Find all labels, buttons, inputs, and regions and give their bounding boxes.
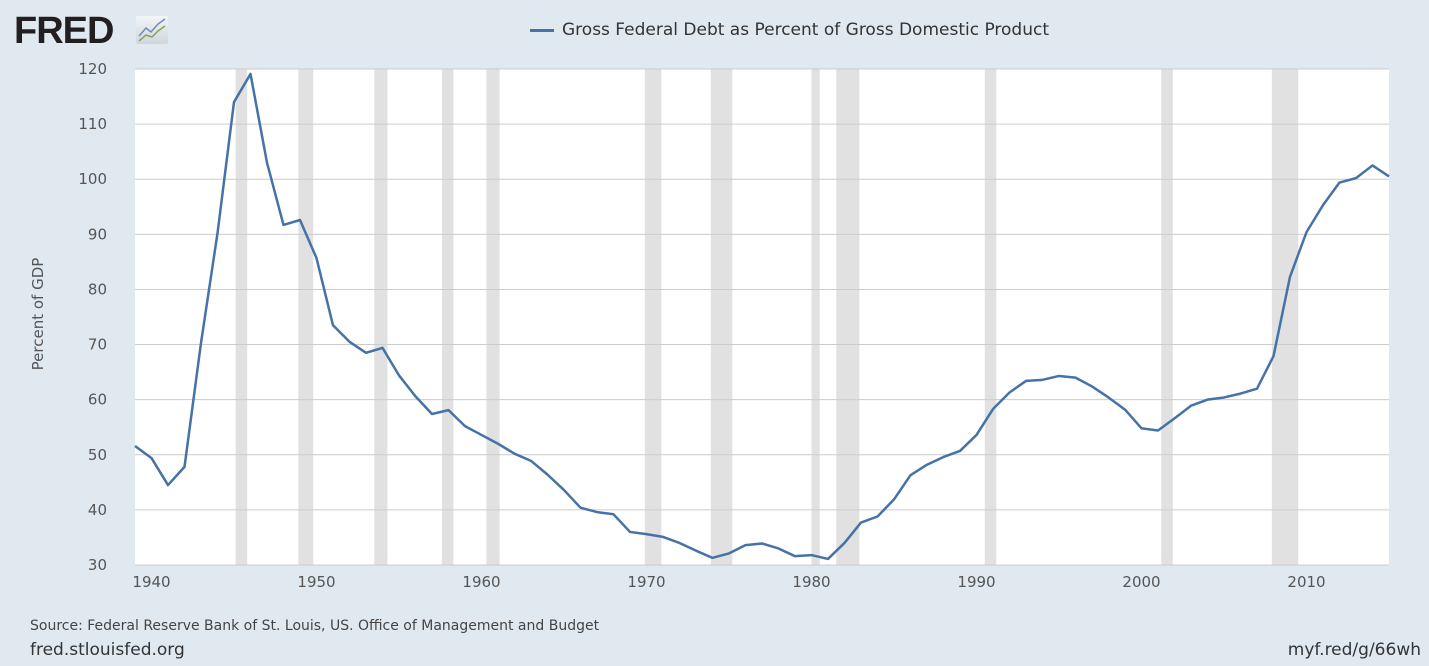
fred-logo[interactable]: FRED xyxy=(14,10,114,52)
x-tick-label: 2010 xyxy=(1287,573,1325,591)
y-tick-label: 120 xyxy=(78,60,107,78)
y-tick-label: 80 xyxy=(88,280,107,298)
recession-band xyxy=(984,69,997,565)
recession-band xyxy=(811,69,820,565)
recession-band xyxy=(836,69,860,565)
x-tick-label: 1970 xyxy=(627,573,665,591)
y-tick-label: 30 xyxy=(88,556,107,574)
recession-band xyxy=(235,69,248,565)
plot-background xyxy=(135,69,1389,565)
short-link[interactable]: myf.red/g/66wh xyxy=(1287,640,1421,660)
legend: Gross Federal Debt as Percent of Gross D… xyxy=(530,20,1049,40)
y-tick-label: 100 xyxy=(78,170,107,188)
recession-band xyxy=(298,69,314,565)
legend-label: Gross Federal Debt as Percent of Gross D… xyxy=(562,20,1050,40)
chart-line-icon xyxy=(136,16,168,44)
x-tick-label: 2000 xyxy=(1122,573,1160,591)
y-tick-label: 90 xyxy=(88,225,107,243)
recession-band xyxy=(441,69,454,565)
recession-band xyxy=(644,69,662,565)
y-tick-label: 40 xyxy=(88,501,107,519)
legend-swatch xyxy=(530,28,554,32)
x-tick-label: 1960 xyxy=(462,573,500,591)
recession-band xyxy=(374,69,388,565)
source-note: Source: Federal Reserve Bank of St. Loui… xyxy=(30,618,600,634)
x-tick-label: 1990 xyxy=(957,573,995,591)
x-tick-label: 1950 xyxy=(297,573,335,591)
y-tick-label: 50 xyxy=(88,446,107,464)
recession-band xyxy=(710,69,733,565)
y-tick-label: 60 xyxy=(88,391,107,409)
recession-band xyxy=(486,69,500,565)
x-tick-label: 1940 xyxy=(132,573,170,591)
x-tick-label: 1980 xyxy=(792,573,830,591)
y-tick-label: 110 xyxy=(78,115,107,133)
recession-band xyxy=(1271,69,1299,565)
recession-band xyxy=(1161,69,1173,565)
site-link[interactable]: fred.stlouisfed.org xyxy=(30,640,185,660)
y-tick-label: 70 xyxy=(88,336,107,354)
